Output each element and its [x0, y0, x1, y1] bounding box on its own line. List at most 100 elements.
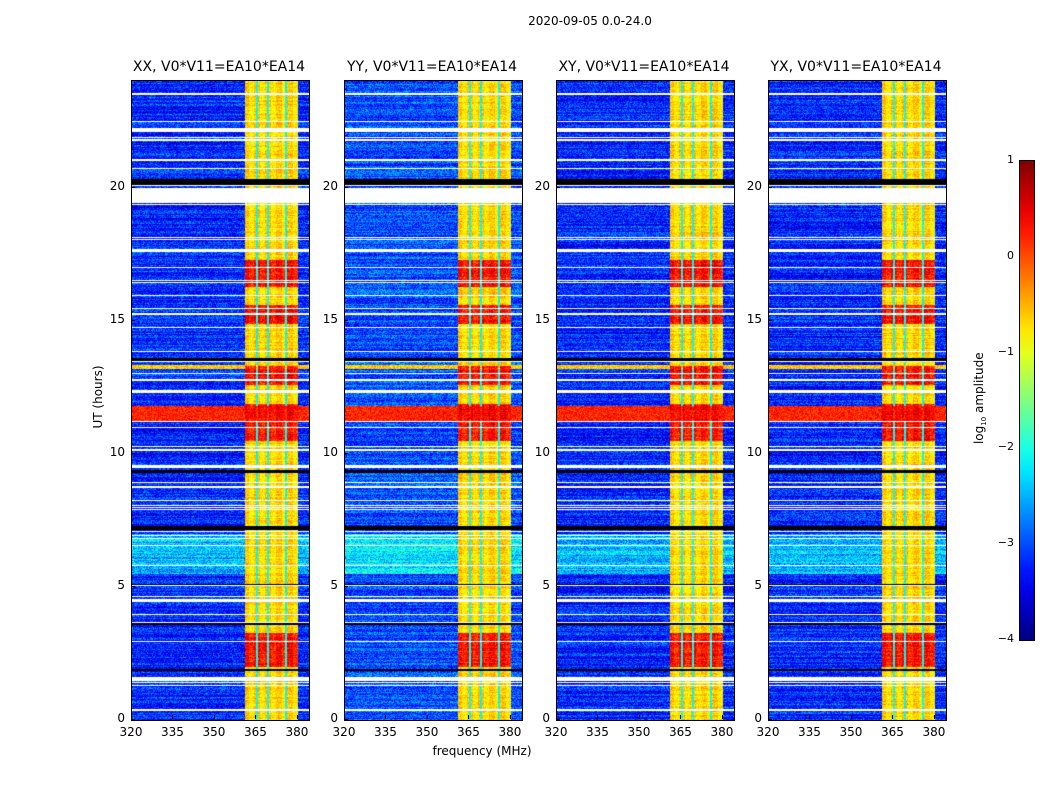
y-tick-label: 15	[534, 311, 550, 326]
x-tick-label: 335	[161, 725, 184, 739]
x-tick-label: 335	[586, 725, 609, 739]
x-tick-mark	[344, 715, 345, 719]
x-tick-label: 320	[332, 725, 356, 739]
x-tick-label: 380	[498, 725, 522, 739]
y-tick-mark	[344, 585, 348, 587]
y-tick-mark	[344, 719, 348, 720]
x-tick-mark	[509, 715, 511, 719]
colorbar-tick-label: −4	[997, 632, 1014, 645]
x-tick-label: 380	[285, 725, 309, 739]
x-axis-label: frequency (MHz)	[432, 744, 532, 758]
heatmap-image	[557, 81, 734, 720]
x-tick-mark	[850, 715, 852, 719]
colorbar-tick-label: 1	[1007, 153, 1014, 166]
x-tick-label: 350	[627, 725, 651, 739]
x-tick-label: 350	[415, 725, 439, 739]
y-tick-label: 5	[754, 577, 762, 592]
y-tick-label: 0	[117, 711, 125, 725]
colorbar	[1019, 160, 1035, 641]
y-tick-label: 0	[754, 711, 762, 725]
y-tick-label: 20	[534, 178, 550, 193]
y-tick-mark	[556, 186, 560, 188]
x-tick-mark	[426, 715, 428, 719]
x-tick-mark	[892, 715, 894, 719]
x-tick-mark	[597, 715, 599, 719]
y-tick-mark	[768, 319, 772, 321]
x-tick-label: 365	[669, 725, 692, 739]
x-tick-mark	[385, 715, 387, 719]
x-tick-mark	[255, 715, 257, 719]
y-tick-label: 5	[330, 577, 338, 592]
y-tick-label: 15	[746, 311, 762, 326]
y-tick-label: 10	[534, 444, 550, 459]
colorbar-tick-label: −2	[997, 440, 1014, 454]
y-tick-label: 10	[109, 444, 125, 459]
x-tick-mark	[556, 715, 557, 719]
y-tick-mark	[131, 186, 135, 188]
y-tick-label: 15	[322, 311, 338, 326]
x-tick-label: 365	[244, 725, 267, 739]
x-tick-label: 380	[922, 725, 946, 739]
x-tick-mark	[933, 715, 935, 719]
y-tick-label: 10	[322, 444, 338, 459]
colorbar-tick-label: −1	[997, 344, 1014, 358]
y-tick-mark	[344, 319, 348, 321]
y-tick-mark	[131, 319, 135, 321]
y-tick-mark	[344, 186, 348, 188]
y-axis-label: UT (hours)	[91, 365, 105, 429]
spectrogram-panel	[131, 80, 310, 721]
x-tick-label: 350	[839, 725, 863, 739]
y-tick-mark	[344, 452, 348, 454]
y-tick-mark	[131, 452, 135, 454]
x-tick-mark	[131, 715, 132, 719]
heatmap-image	[769, 81, 946, 720]
y-tick-mark	[131, 585, 135, 587]
y-tick-mark	[556, 585, 560, 587]
heatmap-image	[132, 81, 309, 720]
y-tick-label: 0	[542, 711, 550, 725]
y-tick-label: 20	[322, 178, 338, 193]
x-tick-mark	[809, 715, 811, 719]
x-tick-label: 365	[881, 725, 904, 739]
heatmap-image	[345, 81, 522, 720]
spectrogram-panel	[556, 80, 735, 721]
panel-title: XY, V0*V11=EA10*EA14	[558, 59, 730, 75]
y-tick-label: 10	[746, 444, 762, 459]
y-tick-mark	[556, 719, 560, 720]
y-tick-label: 20	[746, 178, 762, 193]
x-tick-label: 380	[710, 725, 734, 739]
y-tick-label: 5	[117, 577, 125, 592]
panel-title: YX, V0*V11=EA10*EA14	[770, 59, 942, 75]
y-tick-mark	[768, 186, 772, 188]
y-tick-mark	[768, 585, 772, 587]
figure-title: 2020-09-05 0.0-24.0	[528, 14, 652, 28]
colorbar-tick-label: 0	[1007, 248, 1014, 262]
x-tick-mark	[768, 715, 769, 719]
x-tick-mark	[296, 715, 298, 719]
y-tick-mark	[768, 719, 772, 720]
y-tick-mark	[556, 319, 560, 321]
x-tick-label: 335	[798, 725, 821, 739]
x-tick-label: 350	[202, 725, 226, 739]
x-tick-mark	[680, 715, 682, 719]
y-tick-mark	[768, 452, 772, 454]
x-tick-mark	[721, 715, 723, 719]
x-tick-label: 320	[756, 725, 780, 739]
y-tick-mark	[556, 452, 560, 454]
y-tick-label: 15	[109, 311, 125, 326]
colorbar-tick-label: −3	[997, 536, 1014, 550]
y-tick-label: 5	[542, 577, 550, 592]
panel-title: YY, V0*V11=EA10*EA14	[346, 59, 518, 75]
panel-title: XX, V0*V11=EA10*EA14	[132, 59, 306, 75]
spectrogram-panel	[344, 80, 523, 721]
x-tick-label: 320	[544, 725, 568, 739]
y-tick-label: 0	[330, 711, 338, 725]
y-tick-mark	[131, 719, 135, 720]
colorbar-label: log10 amplitude	[971, 352, 989, 445]
x-tick-label: 365	[457, 725, 480, 739]
spectrogram-panel	[768, 80, 947, 721]
x-tick-label: 335	[374, 725, 397, 739]
x-tick-mark	[468, 715, 470, 719]
y-tick-label: 20	[109, 178, 125, 193]
